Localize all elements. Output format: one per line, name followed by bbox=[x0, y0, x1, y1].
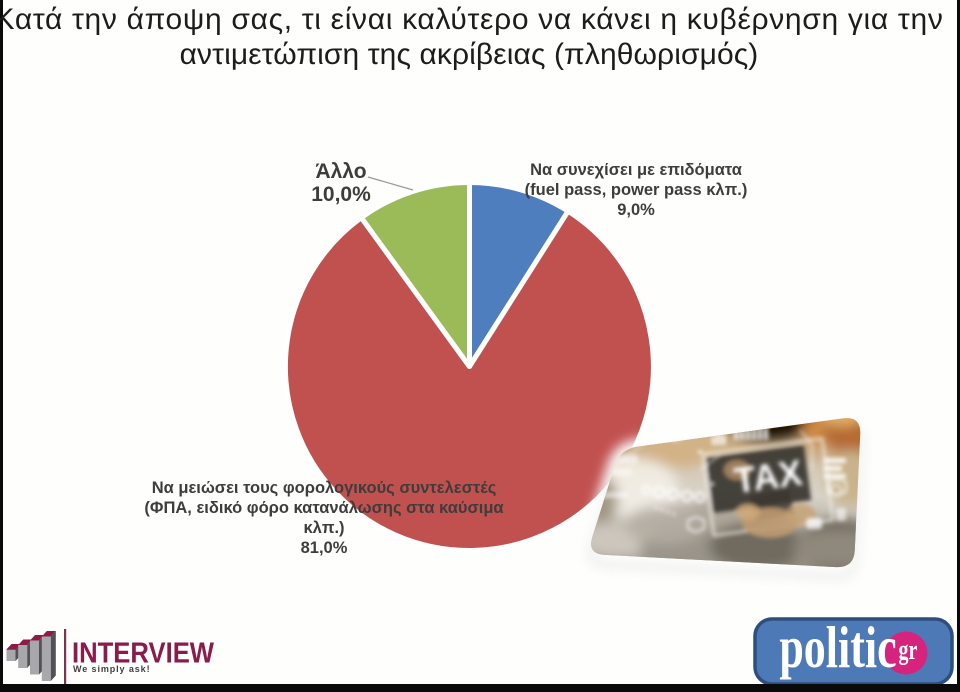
svg-text:TAX: TAX bbox=[732, 452, 805, 502]
svg-text:politic: politic bbox=[779, 615, 896, 681]
svg-text:INTERVIEW: INTERVIEW bbox=[72, 638, 214, 670]
svg-text:gr: gr bbox=[899, 635, 918, 666]
